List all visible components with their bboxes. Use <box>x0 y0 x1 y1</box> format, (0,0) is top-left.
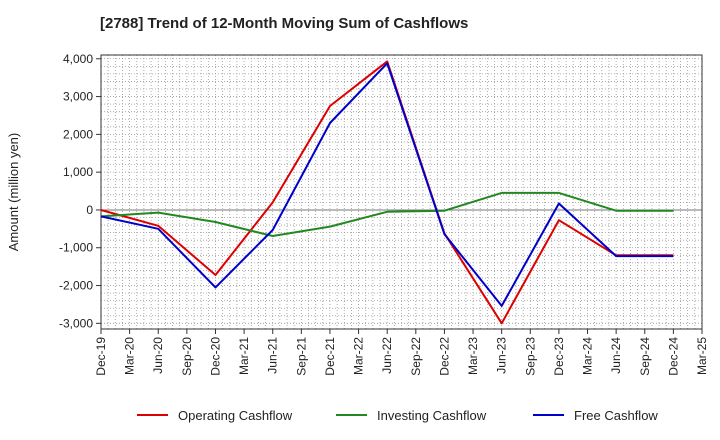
x-tick-label: Mar-21 <box>237 337 251 375</box>
y-tick-label: -2,000 <box>59 279 93 293</box>
x-tick-label: Mar-23 <box>466 337 480 375</box>
x-tick-label: Dec-23 <box>552 337 566 376</box>
x-tick-label: Sep-23 <box>523 337 537 376</box>
legend-label-free-cashflow: Free Cashflow <box>574 408 658 423</box>
y-tick-label: -1,000 <box>59 241 93 255</box>
x-tick-label: Dec-24 <box>666 337 680 376</box>
y-tick-label: 4,000 <box>63 52 93 66</box>
x-tick-label: Mar-22 <box>352 337 366 375</box>
x-tick-label: Mar-25 <box>695 337 709 375</box>
y-axis-title: Amount (million yen) <box>6 133 21 252</box>
x-tick-label: Mar-20 <box>123 337 137 375</box>
x-tick-label: Dec-19 <box>94 337 108 376</box>
y-tick-label: 0 <box>86 203 93 217</box>
x-tick-label: Dec-20 <box>208 337 222 376</box>
y-tick-label: 1,000 <box>63 165 93 179</box>
series-line-operating-cashflow <box>100 60 674 325</box>
plot-frame <box>100 54 703 330</box>
y-tick-label: 3,000 <box>63 90 93 104</box>
series-line-investing-cashflow <box>100 191 674 237</box>
chart-title: [2788] Trend of 12-Month Moving Sum of C… <box>100 15 469 32</box>
x-tick-label: Jun-21 <box>266 337 280 374</box>
x-tick-label: Sep-21 <box>294 337 308 376</box>
y-tick-label: -3,000 <box>59 316 93 330</box>
x-tick-label: Dec-21 <box>323 337 337 376</box>
x-tick-label: Jun-23 <box>495 337 509 374</box>
series-line-free-cashflow <box>100 62 674 307</box>
x-tick-label: Mar-24 <box>581 337 595 375</box>
x-tick-label: Jun-24 <box>609 337 623 374</box>
x-tick-label: Dec-22 <box>437 337 451 376</box>
plot-area <box>101 55 702 329</box>
x-tick-label: Sep-22 <box>409 337 423 376</box>
x-tick-label: Jun-22 <box>380 337 394 374</box>
legend-label-investing-cashflow: Investing Cashflow <box>377 408 487 423</box>
legend-label-operating-cashflow: Operating Cashflow <box>178 408 293 423</box>
x-tick-label: Sep-20 <box>180 337 194 376</box>
x-tick-label: Jun-20 <box>151 337 165 374</box>
x-tick-label: Sep-24 <box>638 337 652 376</box>
y-tick-label: 2,000 <box>63 127 93 141</box>
